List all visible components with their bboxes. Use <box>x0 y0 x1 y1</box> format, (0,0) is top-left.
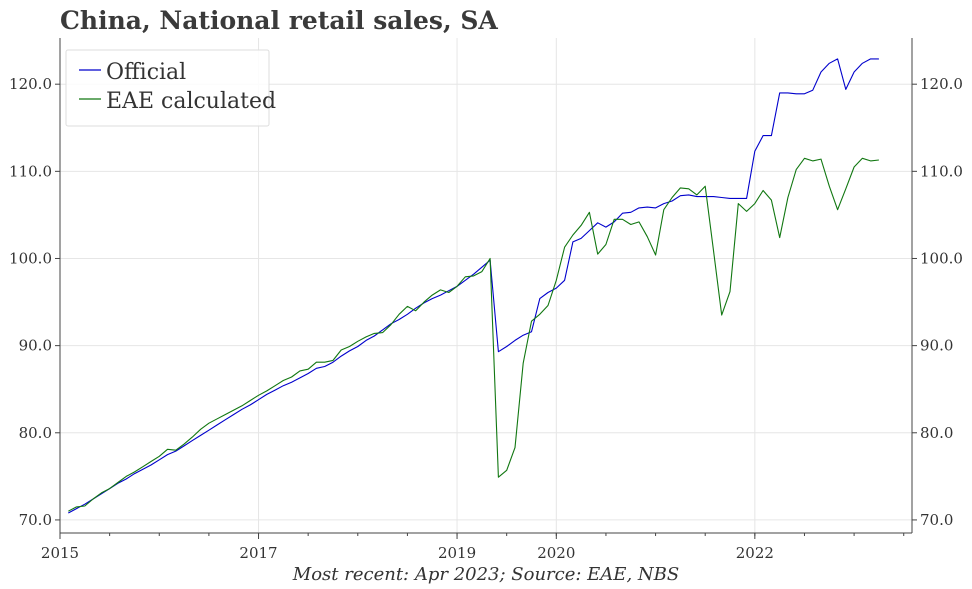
x-tick-label: 2015 <box>41 544 79 562</box>
y-tick-label-left: 100.0 <box>9 249 52 267</box>
y-tick-label-right: 80.0 <box>920 424 953 442</box>
x-tick-label: 2019 <box>438 544 476 562</box>
y-tick-label-right: 100.0 <box>920 249 963 267</box>
legend-box <box>65 49 270 127</box>
y-tick-label-left: 70.0 <box>19 511 52 529</box>
series-line-eae-calculated <box>68 157 879 512</box>
y-tick-label-right: 110.0 <box>920 162 963 180</box>
legend: Official EAE calculated <box>65 49 276 127</box>
legend-label-official: Official <box>106 60 186 85</box>
series-line-official <box>68 58 879 514</box>
y-tick-label-left: 120.0 <box>9 75 52 93</box>
y-tick-label-right: 120.0 <box>920 75 963 93</box>
chart-caption: Most recent: Apr 2023; Source: EAE, NBS <box>292 564 680 585</box>
y-tick-label-right: 70.0 <box>920 511 953 529</box>
plot-frame <box>59 38 913 534</box>
x-tick-label: 2017 <box>239 544 277 562</box>
y-tick-label-left: 90.0 <box>19 337 52 355</box>
y-tick-label-left: 110.0 <box>9 162 52 180</box>
y-tick-label-right: 90.0 <box>920 337 953 355</box>
series-layer <box>68 58 879 514</box>
x-tick-label: 2020 <box>537 544 575 562</box>
ticks-layer: 70.0 70.0 80.0 80.0 90.0 90.0 100.0 100.0 110.0 1… <box>9 75 963 562</box>
chart-title: China, National retail sales, SA <box>60 6 498 35</box>
y-tick-label-left: 80.0 <box>19 424 52 442</box>
legend-label-eae-calculated: EAE calculated <box>106 89 276 114</box>
x-tick-label: 2022 <box>736 544 774 562</box>
